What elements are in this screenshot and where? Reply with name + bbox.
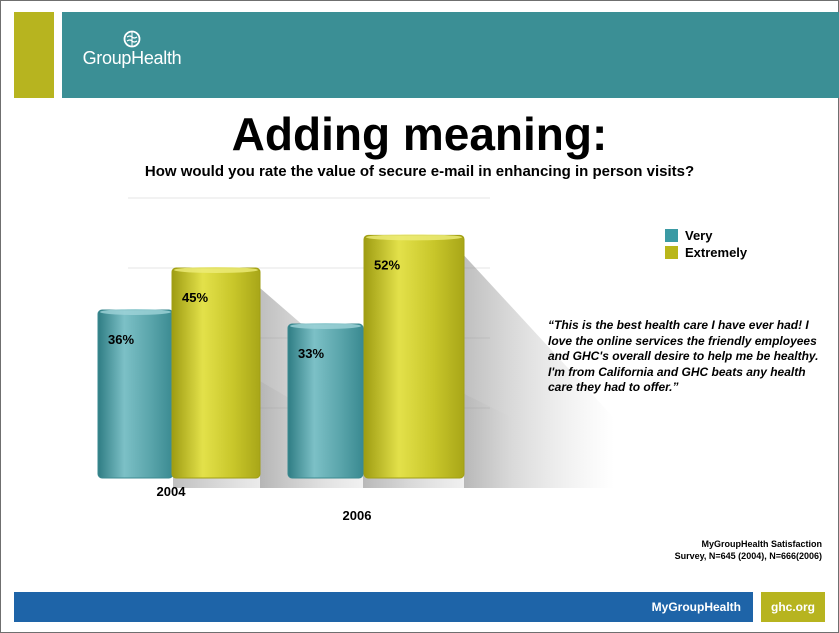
grouphealth-logo: GroupHealth: [62, 30, 202, 69]
legend-swatch-very: [665, 229, 678, 242]
footer-mygrouphealth-link[interactable]: MyGroupHealth: [651, 600, 741, 614]
footer-ghc-link[interactable]: ghc.org: [761, 592, 825, 622]
logo-text: GroupHealth: [82, 48, 182, 68]
category-label-2004: 2004: [157, 484, 187, 499]
footer-bar: [14, 592, 753, 622]
source-line-1: MyGroupHealth Satisfaction: [701, 539, 822, 549]
header-band: [62, 12, 839, 98]
globe-logo-icon: [123, 30, 141, 48]
legend-label-very: Very: [685, 228, 713, 243]
legend-label-extremely: Extremely: [685, 245, 748, 260]
legend-item-extremely: Extremely: [665, 244, 747, 261]
chart-legend: Very Extremely: [665, 227, 747, 261]
slide-subtitle: How would you rate the value of secure e…: [144, 163, 695, 180]
bar-value-label: 52%: [374, 257, 400, 272]
testimonial-quote: “This is the best health care I have eve…: [548, 318, 819, 394]
slide-title: Adding meaning:: [231, 108, 608, 160]
bar-top-highlight: [100, 309, 171, 315]
bar-top-highlight: [174, 267, 258, 273]
bar-shadow: [464, 255, 614, 488]
source-note: MyGroupHealth Satisfaction Survey, N=645…: [600, 538, 822, 562]
bar-top-highlight: [290, 323, 361, 329]
bar-top-highlight: [366, 234, 462, 241]
header-accent-block: [14, 12, 54, 98]
legend-item-very: Very: [665, 227, 747, 244]
bar-value-label: 45%: [182, 290, 208, 305]
bar-value-label: 33%: [298, 346, 324, 361]
bar-value-label: 36%: [108, 332, 134, 347]
legend-swatch-extremely: [665, 246, 678, 259]
category-label-2006: 2006: [343, 508, 372, 523]
source-line-2: Survey, N=645 (2004), N=666(2006): [674, 551, 822, 561]
